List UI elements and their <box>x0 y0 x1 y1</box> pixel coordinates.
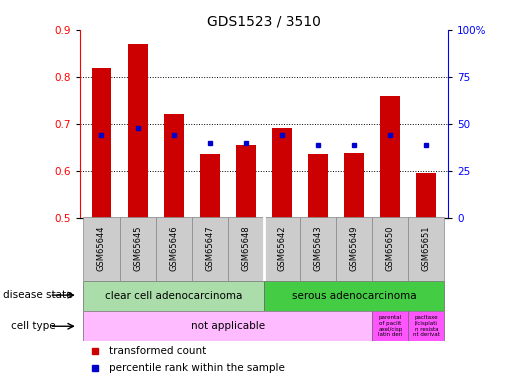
Text: GSM65648: GSM65648 <box>242 225 250 271</box>
Text: GSM65645: GSM65645 <box>133 225 142 271</box>
Bar <box>300 217 336 281</box>
Bar <box>372 217 408 281</box>
Text: pacltaxe
l/cisplati
n resista
nt derivat: pacltaxe l/cisplati n resista nt derivat <box>413 315 440 338</box>
Bar <box>408 217 444 281</box>
Bar <box>156 217 192 281</box>
Text: GSM65650: GSM65650 <box>386 225 395 271</box>
Title: GDS1523 / 3510: GDS1523 / 3510 <box>207 15 321 29</box>
Text: clear cell adenocarcinoma: clear cell adenocarcinoma <box>105 291 243 301</box>
Bar <box>336 217 372 281</box>
Text: cell type: cell type <box>11 321 56 331</box>
Text: GSM65651: GSM65651 <box>422 225 431 271</box>
Bar <box>83 217 119 281</box>
Bar <box>264 217 300 281</box>
Text: GSM65643: GSM65643 <box>314 225 322 271</box>
Text: GSM65646: GSM65646 <box>169 225 178 271</box>
Bar <box>236 145 256 218</box>
Bar <box>83 311 372 341</box>
Bar <box>83 281 264 311</box>
Bar <box>228 217 264 281</box>
Bar <box>344 153 364 218</box>
Text: disease state: disease state <box>3 290 72 300</box>
Bar <box>408 311 444 341</box>
Text: GSM65644: GSM65644 <box>97 225 106 271</box>
Bar <box>272 129 292 217</box>
Text: percentile rank within the sample: percentile rank within the sample <box>109 363 285 373</box>
Bar <box>192 217 228 281</box>
Text: parental
of paclit
axel/cisp
latin deri: parental of paclit axel/cisp latin deri <box>378 315 403 338</box>
Bar <box>372 311 408 341</box>
Bar <box>381 96 400 218</box>
Bar <box>200 154 220 218</box>
Text: GSM65642: GSM65642 <box>278 225 286 271</box>
Bar <box>92 68 111 218</box>
Bar <box>417 173 436 217</box>
Text: transformed count: transformed count <box>109 346 207 356</box>
Text: GSM65647: GSM65647 <box>205 225 214 271</box>
Text: GSM65649: GSM65649 <box>350 225 358 271</box>
Bar <box>264 281 444 311</box>
Bar <box>164 114 184 218</box>
Bar <box>308 154 328 218</box>
Text: serous adenocarcinoma: serous adenocarcinoma <box>292 291 417 301</box>
Bar <box>119 217 156 281</box>
Bar <box>128 44 147 218</box>
Text: not applicable: not applicable <box>191 321 265 331</box>
